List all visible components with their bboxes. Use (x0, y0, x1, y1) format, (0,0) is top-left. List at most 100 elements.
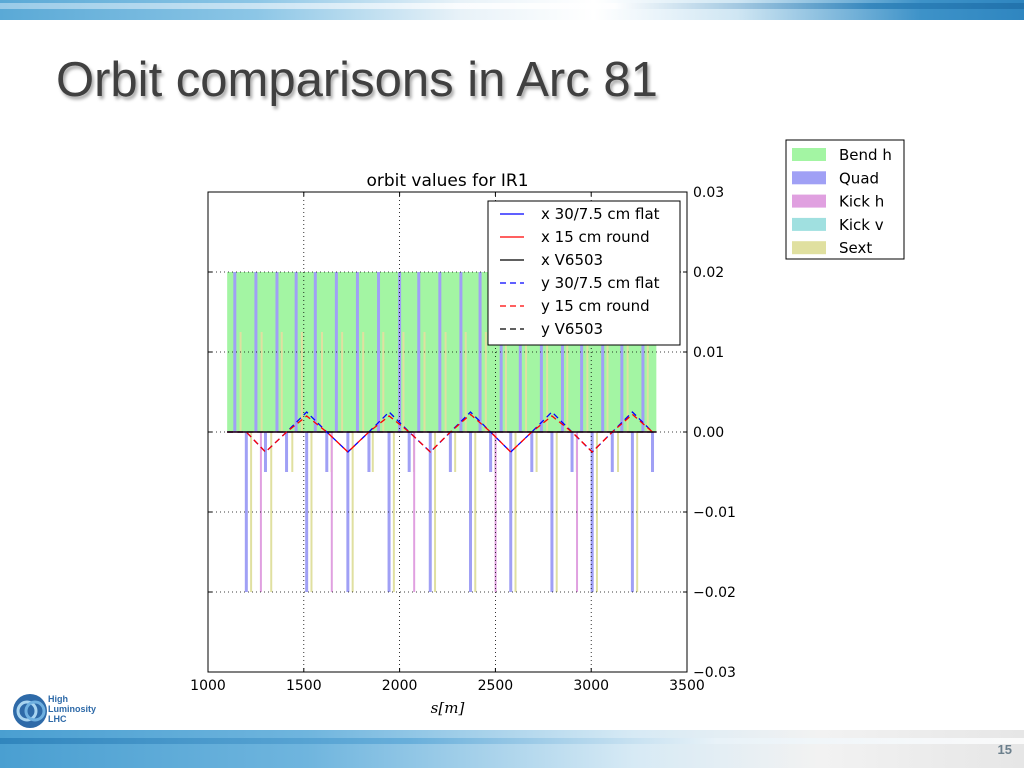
quad-bar (499, 272, 503, 432)
hilumi-logo-icon (13, 694, 47, 728)
sext-bar (484, 332, 487, 432)
sext-bar (291, 432, 294, 472)
quad-bar (285, 432, 289, 472)
quad-bar (367, 432, 371, 472)
sext-bar (310, 432, 313, 592)
kick-h-bar (413, 432, 416, 592)
quad-bar (570, 432, 574, 472)
chart-title: orbit values for IR1 (366, 171, 528, 191)
y-tick-label: 0.03 (693, 185, 724, 201)
element-legend-label: Sext (839, 239, 872, 257)
x-tick-label: 1500 (286, 678, 322, 694)
kick-h-bar (330, 432, 333, 592)
y-tick-label: −0.01 (693, 505, 736, 521)
quad-bar (489, 432, 493, 472)
series-legend-box (487, 200, 681, 346)
x-tick-label: 2000 (382, 678, 418, 694)
element-legend-swatch (792, 194, 826, 208)
sext-bar (586, 332, 589, 432)
element-legend-swatch (792, 148, 826, 161)
quad-bar (407, 432, 411, 472)
quad-bar (244, 432, 248, 592)
sext-bar (250, 432, 253, 592)
header-band-line (0, 3, 1024, 9)
logo-line-2: Luminosity (48, 704, 97, 714)
logo-line-3: LHC (48, 714, 67, 724)
sext-bar (606, 332, 609, 432)
y-tick-label: 0.01 (693, 345, 724, 361)
legend-label: y 30/7.5 cm flat (541, 274, 660, 292)
quad-bar (305, 432, 309, 592)
quad-bar (601, 272, 605, 432)
y-tick-label: −0.02 (693, 585, 736, 601)
sext-bar (617, 432, 620, 472)
sext-bar (464, 332, 467, 432)
series-line (227, 413, 653, 453)
sext-bar (504, 332, 507, 432)
quad-bar (560, 272, 564, 432)
sext-bar (434, 432, 437, 592)
x-tick-label: 3500 (669, 678, 705, 694)
sext-bar (239, 332, 242, 432)
legend-label: y 15 cm round (541, 297, 650, 315)
quad-bar (509, 432, 513, 592)
sext-bar (474, 432, 477, 592)
x-tick-label: 1000 (190, 678, 226, 694)
sext-bar (300, 332, 303, 432)
sext-bar (454, 432, 457, 472)
sext-bar (321, 332, 324, 432)
legend-label: x V6503 (541, 251, 603, 269)
y-tick-label: −0.03 (693, 665, 736, 681)
quad-bar (620, 272, 624, 432)
quad-bar (580, 272, 584, 432)
element-legend-swatch (792, 217, 826, 231)
legend-label: y V6503 (541, 320, 603, 338)
sext-bar (402, 332, 405, 432)
quad-bar (417, 272, 421, 432)
sext-bar (636, 432, 639, 592)
sext-bar (280, 332, 283, 432)
quad-bar (346, 432, 350, 592)
element-legend-label: Kick v (839, 216, 884, 234)
quad-bar (233, 272, 237, 432)
sext-bar (341, 332, 344, 432)
y-tick-label: 0.00 (693, 425, 724, 441)
quad-bar (263, 432, 267, 472)
sext-bar (423, 332, 426, 432)
x-tick-label: 2500 (478, 678, 514, 694)
y-tick-label: 0.02 (693, 265, 724, 281)
quad-bar (355, 272, 359, 432)
element-legend-label: Kick h (839, 193, 884, 211)
element-legend-label: Quad (839, 169, 879, 187)
quad-bar (468, 432, 472, 592)
quad-bar (641, 272, 645, 432)
quad-bar (387, 432, 391, 592)
quad-bar (550, 432, 554, 592)
element-legend-label: Bend h (839, 146, 892, 164)
sext-bar (514, 432, 517, 592)
kick-h-bar (576, 432, 579, 592)
legend-label: x 30/7.5 cm flat (541, 205, 660, 223)
footer-band (0, 730, 1024, 768)
sext-bar (371, 432, 374, 472)
sext-bar (270, 432, 273, 592)
sext-bar (392, 432, 395, 592)
element-legend-swatch (792, 241, 826, 255)
quad-bar (325, 432, 329, 472)
quad-bar (530, 432, 534, 472)
x-tick-label: 3000 (573, 678, 609, 694)
element-legend-swatch (792, 171, 826, 185)
sext-bar (525, 332, 528, 432)
sext-bar (566, 332, 569, 432)
quad-bar (377, 272, 381, 432)
sext-bar (444, 332, 447, 432)
quad-bar (438, 272, 442, 432)
logo-text: High Luminosity LHC (48, 694, 96, 724)
quad-bar (254, 272, 258, 432)
quad-bar (539, 272, 543, 432)
sext-bar (626, 332, 629, 432)
sext-bar (362, 332, 365, 432)
logo-line-1: High (48, 694, 68, 704)
quad-bar (610, 432, 614, 472)
